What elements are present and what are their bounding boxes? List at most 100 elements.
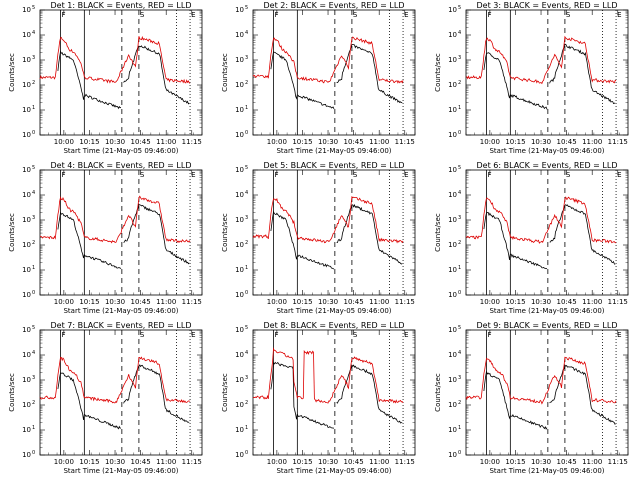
y-tick-label: 10 [22, 426, 31, 434]
marker-label: F [61, 11, 65, 19]
y-tick-exponent: 5 [245, 5, 248, 11]
y-tick-exponent: 4 [245, 30, 248, 36]
y-tick-exponent: 3 [458, 215, 461, 221]
x-tick-label: 10:45 [344, 458, 364, 466]
y-tick-label: 10 [22, 326, 31, 334]
x-tick-label: 11:00 [156, 298, 176, 306]
plot-frame [39, 329, 203, 456]
marker-label: E [404, 171, 408, 179]
marker-label: F [61, 171, 65, 179]
series-events-line [483, 204, 616, 270]
plot-frame [465, 329, 629, 456]
x-tick-label: 11:15 [182, 298, 202, 306]
y-tick-label: 10 [22, 31, 31, 39]
series-events-line [57, 203, 190, 269]
y-tick-exponent: 2 [32, 400, 35, 406]
y-tick-label: 10 [22, 166, 31, 174]
x-tick-label: 10:00 [480, 298, 500, 306]
x-tick-label: 11:00 [582, 458, 602, 466]
series-lld-line [252, 36, 404, 84]
y-tick-exponent: 5 [245, 325, 248, 331]
marker-label: S [140, 11, 145, 19]
y-tick-label: 10 [235, 191, 244, 199]
x-tick-label: 10:45 [131, 298, 151, 306]
x-axis-label: Start Time (21-May-05 09:46:00) [276, 147, 391, 155]
y-tick-label: 10 [22, 131, 31, 139]
x-tick-label: 10:15 [505, 458, 525, 466]
y-tick-label: 10 [235, 166, 244, 174]
plot-frame [39, 169, 203, 296]
x-tick-label: 10:15 [79, 138, 99, 146]
y-tick-label: 10 [448, 426, 457, 434]
y-tick-exponent: 4 [32, 190, 35, 196]
y-tick-label: 10 [448, 351, 457, 359]
x-tick-label: 11:00 [156, 138, 176, 146]
y-tick-label: 10 [235, 216, 244, 224]
x-axis-label: Start Time (21-May-05 09:46:00) [63, 307, 178, 315]
y-axis-label: Counts/sec [8, 213, 16, 252]
y-axis-label: Counts/sec [8, 373, 16, 412]
y-tick-label: 10 [22, 351, 31, 359]
y-tick-label: 10 [22, 376, 31, 384]
y-tick-exponent: 0 [458, 450, 461, 456]
y-tick-exponent: 1 [458, 105, 461, 111]
y-tick-exponent: 0 [458, 290, 461, 296]
y-tick-exponent: 1 [458, 425, 461, 431]
x-tick-label: 10:30 [531, 138, 551, 146]
y-axis-label: Counts/sec [221, 53, 229, 92]
x-axis-label: Start Time (21-May-05 09:46:00) [489, 307, 604, 315]
y-axis-label: Counts/sec [8, 53, 16, 92]
y-tick-label: 10 [235, 291, 244, 299]
y-tick-exponent: 3 [245, 215, 248, 221]
y-tick-exponent: 4 [245, 350, 248, 356]
y-tick-label: 10 [448, 266, 457, 274]
series-events-line [483, 43, 616, 110]
panel-title: Det 2: BLACK = Events, RED = LLD [264, 1, 405, 10]
x-tick-label: 10:15 [292, 458, 312, 466]
y-axis-label: Counts/sec [434, 213, 442, 252]
y-tick-exponent: 5 [245, 165, 248, 171]
y-tick-exponent: 4 [32, 30, 35, 36]
y-tick-label: 10 [235, 241, 244, 249]
panel-title: Det 1: BLACK = Events, RED = LLD [51, 1, 192, 10]
y-tick-exponent: 4 [458, 30, 461, 36]
y-tick-exponent: 3 [32, 375, 35, 381]
marker-label: E [617, 171, 621, 179]
panel-title: Det 4: BLACK = Events, RED = LLD [51, 161, 192, 170]
marker-label: E [617, 331, 621, 339]
y-tick-exponent: 5 [458, 165, 461, 171]
x-tick-label: 10:30 [105, 458, 125, 466]
x-tick-label: 11:00 [369, 458, 389, 466]
y-tick-label: 10 [448, 451, 457, 459]
x-tick-label: 10:00 [480, 138, 500, 146]
series-events-line [483, 364, 616, 430]
series-events-line [270, 361, 403, 429]
y-tick-label: 10 [448, 31, 457, 39]
marker-label: F [274, 171, 278, 179]
x-tick-label: 10:30 [531, 298, 551, 306]
y-tick-label: 10 [448, 376, 457, 384]
y-tick-label: 10 [22, 291, 31, 299]
panel-title: Det 9: BLACK = Events, RED = LLD [477, 321, 618, 330]
marker-label: F [61, 331, 65, 339]
y-tick-exponent: 0 [32, 290, 35, 296]
series-lld-line [465, 35, 617, 85]
x-tick-label: 11:15 [608, 458, 628, 466]
x-tick-label: 10:45 [344, 298, 364, 306]
y-tick-label: 10 [235, 376, 244, 384]
series-events-line [270, 203, 403, 270]
y-tick-exponent: 0 [32, 130, 35, 136]
y-tick-label: 10 [22, 6, 31, 14]
marker-label: S [566, 11, 571, 19]
y-tick-exponent: 1 [245, 425, 248, 431]
x-axis-label: Start Time (21-May-05 09:46:00) [489, 147, 604, 155]
x-tick-label: 11:15 [608, 138, 628, 146]
y-tick-label: 10 [235, 426, 244, 434]
x-tick-label: 11:15 [182, 458, 202, 466]
